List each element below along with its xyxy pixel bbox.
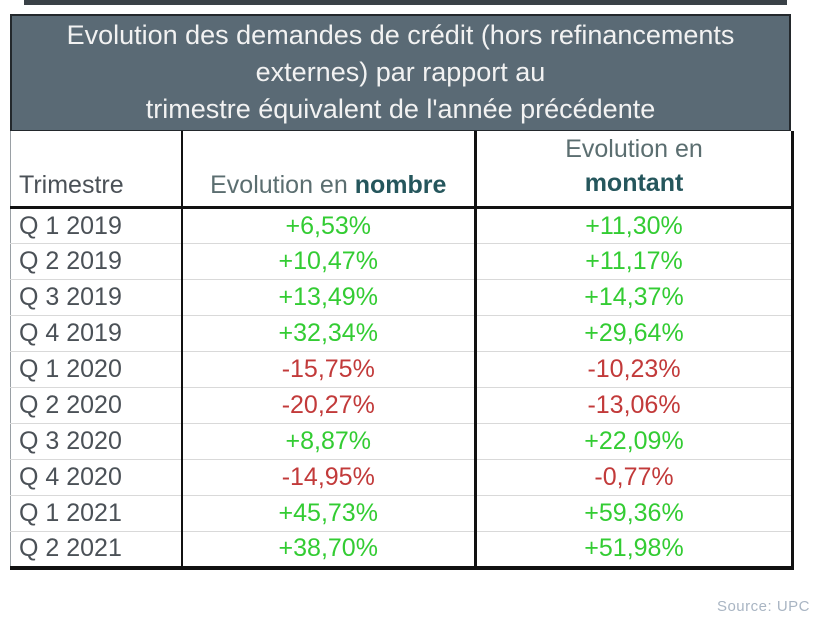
cell-evolution-nombre: +8,87% [181,423,477,460]
header-evolution-montant: Evolution en montant [475,131,793,209]
cell-evolution-montant: +14,37% [475,279,793,316]
cell-trimestre: Q 2 2020 [10,387,183,424]
cell-trimestre: Q 4 2019 [10,315,183,352]
cell-evolution-nombre: -20,27% [181,387,477,424]
header-row: Trimestre Evolution en nombre Evolution … [10,131,793,209]
cell-evolution-montant: +22,09% [475,423,793,460]
cell-evolution-nombre: +13,49% [181,279,477,316]
cell-evolution-nombre: -15,75% [181,351,477,388]
cell-trimestre: Q 1 2020 [10,351,183,388]
cell-evolution-montant: -10,23% [475,351,793,388]
cell-evolution-nombre: +10,47% [181,243,477,280]
cell-trimestre: Q 2 2021 [10,531,183,568]
header-montant-prefix: Evolution en [565,135,703,163]
cell-evolution-montant: +59,36% [475,495,793,532]
table-row: Q 1 2020 -15,75% -10,23% [10,351,793,388]
cell-trimestre: Q 3 2019 [10,279,183,316]
table-row: Q 1 2021 +45,73% +59,36% [10,495,793,532]
cell-evolution-montant: +29,64% [475,315,793,352]
cell-evolution-montant: +51,98% [475,531,793,568]
table-row: Q 2 2021 +38,70% +51,98% [10,531,793,568]
cell-trimestre: Q 4 2020 [10,459,183,496]
source-credit: Source: UPC [716,598,810,615]
cell-trimestre: Q 1 2021 [10,495,183,532]
header-nombre-prefix: Evolution en [210,171,348,199]
credit-evolution-table: Trimestre Evolution en nombre Evolution … [10,131,794,570]
cell-evolution-montant: +11,30% [475,207,793,244]
top-crop-strip [24,0,787,5]
table-row: Q 2 2019 +10,47% +11,17% [10,243,793,280]
cell-evolution-nombre: +32,34% [181,315,477,352]
cell-trimestre: Q 3 2020 [10,423,183,460]
table-title: Evolution des demandes de crédit (hors r… [10,14,791,132]
header-evolution-nombre: Evolution en nombre [181,131,477,209]
title-line-1: Evolution des demandes de crédit (hors r… [66,20,735,50]
cell-evolution-nombre: +38,70% [181,531,477,568]
table-row: Q 3 2019 +13,49% +14,37% [10,279,793,316]
table-row: Q 2 2020 -20,27% -13,06% [10,387,793,424]
cell-evolution-nombre: +45,73% [181,495,477,532]
cell-evolution-nombre: +6,53% [181,207,477,244]
title-line-3: trimestre équivalent de l'année précéden… [145,94,656,124]
cell-trimestre: Q 2 2019 [10,243,183,280]
cell-evolution-montant: -13,06% [475,387,793,424]
header-montant-bold: montant [584,169,684,197]
table-row: Q 1 2019 +6,53% +11,30% [10,207,793,244]
table-row: Q 3 2020 +8,87% +22,09% [10,423,793,460]
header-nombre-bold: nombre [354,171,447,199]
table-row: Q 4 2020 -14,95% -0,77% [10,459,793,496]
cell-evolution-nombre: -14,95% [181,459,477,496]
header-trimestre: Trimestre [10,131,183,209]
table-row: Q 4 2019 +32,34% +29,64% [10,315,793,352]
cell-evolution-montant: -0,77% [475,459,793,496]
cell-evolution-montant: +11,17% [475,243,793,280]
cell-trimestre: Q 1 2019 [10,207,183,244]
title-line-2: externes) par rapport au [255,57,546,87]
